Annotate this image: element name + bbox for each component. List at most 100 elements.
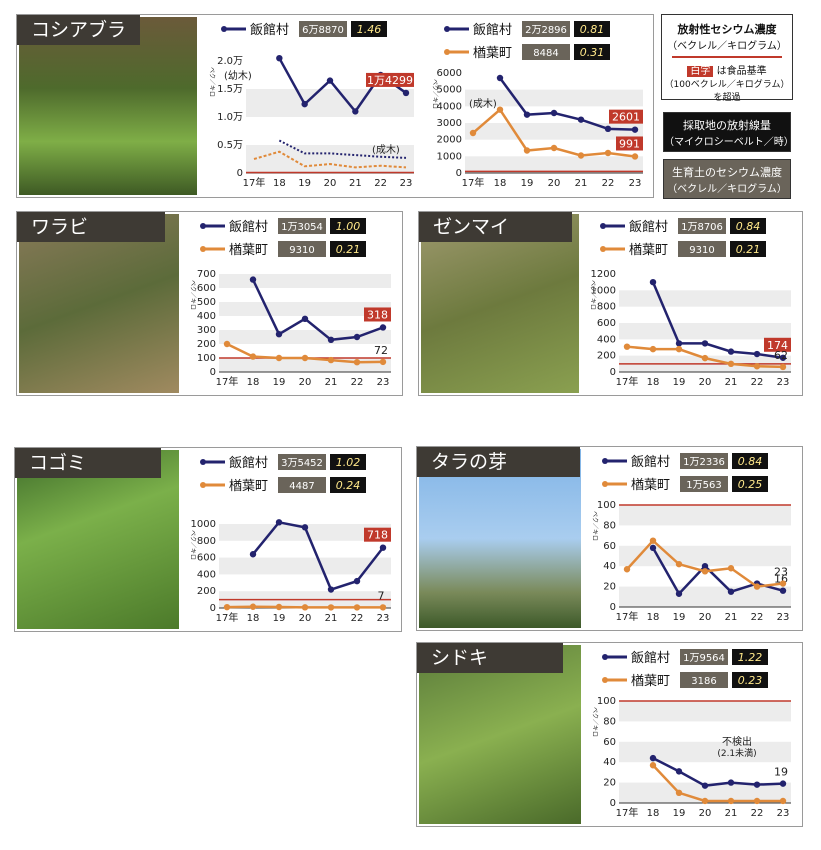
dose-value: 0.84: [738, 455, 763, 468]
exceed-label-box: [616, 136, 643, 151]
dose-value: 0.23: [738, 674, 763, 687]
x-tick-label: 21: [349, 178, 362, 189]
data-point: [631, 153, 639, 160]
data-point: [402, 89, 410, 97]
series-line: [652, 757, 784, 787]
soil-box: [680, 672, 728, 688]
legend-series-name: 楢葉町: [629, 243, 668, 258]
y-tick-label: 800: [597, 302, 616, 313]
legend-standard-line: [672, 56, 782, 58]
data-point: [753, 797, 761, 805]
legend-series-name: 飯館村: [629, 220, 668, 235]
series-line: [252, 520, 384, 592]
data-point: [301, 604, 309, 611]
x-tick-label: 21: [325, 613, 338, 624]
soil-box: [278, 241, 326, 257]
x-tick-label: 19: [273, 377, 286, 388]
data-point: [753, 781, 761, 788]
legend-standard-exceed: を超過: [713, 93, 741, 103]
legend-series-name: 飯館村: [631, 651, 670, 666]
x-tick-label: 21: [325, 377, 338, 388]
legend-dot: [200, 459, 206, 465]
legend-series-name: 飯館村: [229, 456, 268, 471]
data-point: [727, 797, 735, 805]
y-tick-label: 1000: [437, 151, 462, 162]
series-line: [651, 547, 784, 596]
data-point: [577, 116, 585, 123]
y-unit-label: ベク／キロ: [431, 79, 438, 109]
data-point: [604, 125, 612, 133]
x-tick-label: 21: [725, 612, 738, 623]
soil-value: 1万2336: [683, 457, 725, 468]
legend-series-name: 楢葉町: [631, 674, 670, 689]
legend-series-name: 楢葉町: [229, 479, 268, 494]
dose-value: 0.21: [336, 243, 361, 256]
x-tick-label: 18: [647, 377, 660, 388]
x-tick-label: 17年: [462, 176, 485, 189]
data-point: [577, 152, 585, 159]
photo-warabi: [19, 214, 179, 393]
data-point: [649, 345, 657, 353]
legend-series-name: 飯館村: [250, 23, 289, 38]
data-point: [301, 100, 308, 108]
x-tick-label: 17年: [616, 375, 639, 388]
dose-value: 0.24: [336, 479, 361, 492]
data-point: [779, 363, 787, 371]
photo-shidoki: [419, 645, 581, 824]
y-tick-label: 0.5万: [217, 140, 243, 151]
chart-koshiabura-young: 0 0.5万 1.0万 1.5万 2.0万 17年 18 19 20 21 22 23 ベク／キロ 飯館村…: [208, 21, 414, 189]
legend-dot: [200, 223, 206, 229]
data-point: [727, 348, 735, 355]
data-point: [379, 358, 387, 366]
grid-band: [619, 701, 791, 722]
data-point: [623, 566, 631, 573]
data-point: [275, 331, 283, 338]
series-line: [652, 764, 783, 803]
legend-series-name: 飯館村: [229, 220, 268, 235]
chart-warabi: 0 100 200 300 400 500 600 700 17年 18 19 20 21 22 23 ベク／…: [189, 218, 391, 388]
y-tick-label: 4000: [437, 101, 462, 112]
soil-value: 1万8706: [681, 222, 723, 233]
x-tick-label: 20: [699, 808, 712, 819]
x-tick-label: 17年: [216, 611, 239, 624]
soil-value: 4487: [289, 481, 314, 492]
legend-white-tag: 白字: [687, 66, 714, 77]
grid-band: [619, 505, 791, 526]
legend-soil: 生育土のセシウム濃度 （ベクレル／キログラム）: [663, 159, 791, 199]
data-point: [701, 563, 709, 570]
dose-value: 0.21: [736, 243, 761, 256]
dose-value: 1.46: [357, 23, 382, 36]
dose-value: 0.25: [738, 478, 763, 491]
series-line: [253, 150, 407, 169]
exceed-label: 991: [619, 137, 640, 150]
chart-kogomi: 0 200 400 600 800 1000 17年 18 19 20 21 22 23 ベク／キロ 飯館村…: [189, 454, 391, 624]
dose-box: [330, 477, 366, 493]
y-tick-label: 0: [610, 798, 616, 809]
legend-series-name: 楢葉町: [473, 46, 512, 61]
soil-box: [278, 477, 326, 493]
legend-series-name: 楢葉町: [229, 243, 268, 258]
y-tick-label: 400: [197, 569, 216, 580]
data-point: [301, 315, 309, 322]
exceed-label: 1万4299: [367, 74, 413, 87]
y-tick-label: 3000: [437, 118, 462, 129]
data-point: [326, 77, 334, 84]
y-tick-label: 80: [603, 716, 616, 727]
photo-zenmai: [421, 214, 579, 393]
exceed-label: 718: [367, 529, 388, 542]
dose-value: 0.84: [736, 220, 761, 233]
soil-box: [678, 218, 726, 234]
x-tick-label: 22: [602, 178, 615, 189]
grid-band: [246, 145, 414, 173]
legend-cesium: 放射性セシウム濃度 （ベクレル／キログラム） 白字 は食品基準 （100ベクレル…: [661, 14, 793, 103]
soil-value: 3万5452: [281, 458, 323, 469]
data-point: [779, 580, 787, 587]
annotation: (成木): [372, 144, 400, 156]
x-tick-label: 22: [351, 377, 364, 388]
x-tick-label: 23: [377, 377, 390, 388]
title-taranome: タラの芽: [417, 447, 580, 477]
y-tick-label: 5000: [437, 85, 462, 96]
data-point: [223, 340, 231, 348]
soil-value: 1万563: [686, 480, 721, 491]
legend-dose-title: 採取地の放射線量: [683, 119, 771, 132]
